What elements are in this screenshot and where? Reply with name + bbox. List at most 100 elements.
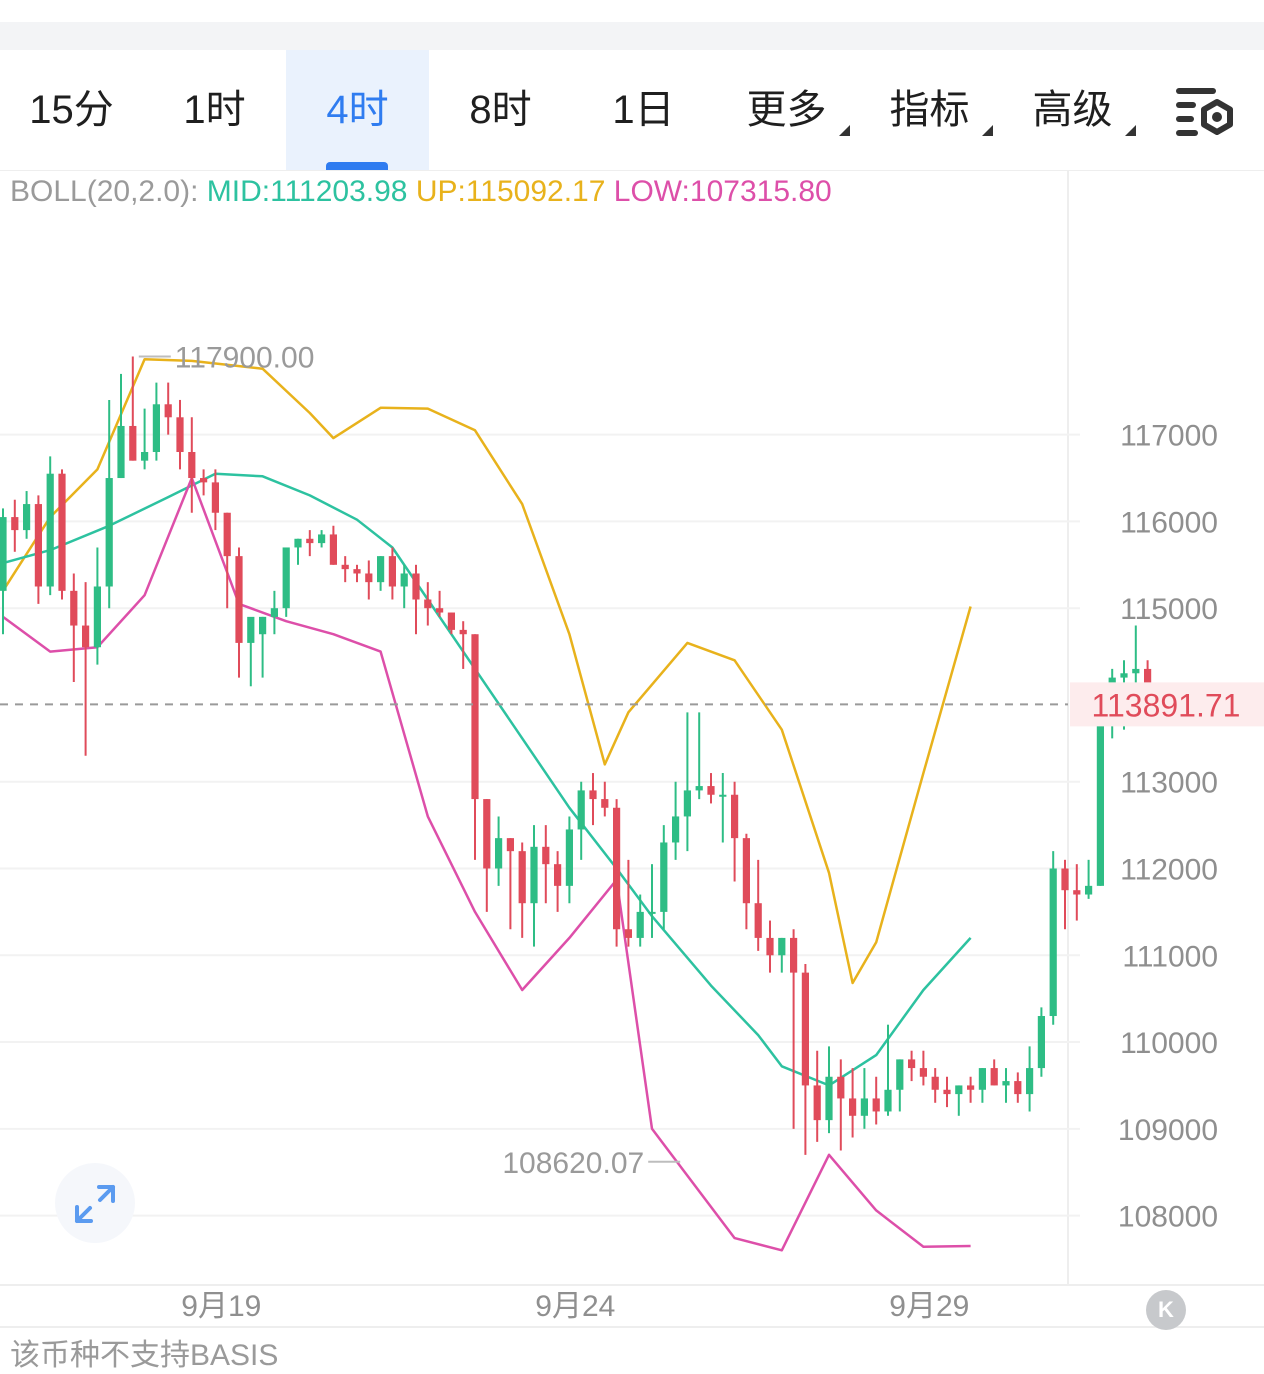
candle-body bbox=[1096, 712, 1104, 886]
y-tick-label: 110000 bbox=[1120, 1027, 1218, 1060]
candlestick-chart[interactable]: 117000 116000 115000 113000 112000 111000 1100… bbox=[0, 170, 1264, 1330]
candle-body bbox=[790, 937, 798, 973]
candle-body bbox=[990, 1068, 998, 1086]
boll-low-value: LOW:107315.80 bbox=[613, 175, 832, 208]
candle-body bbox=[601, 799, 609, 808]
tab-1d[interactable]: 1日 bbox=[572, 50, 715, 170]
candle-body bbox=[495, 838, 503, 869]
candle-body bbox=[518, 851, 526, 904]
tab-15m[interactable]: 15分 bbox=[0, 50, 143, 170]
candle-body bbox=[565, 829, 573, 886]
current-price-tag bbox=[1070, 682, 1264, 727]
candle-body bbox=[530, 846, 538, 904]
candle-body bbox=[731, 794, 739, 839]
low-marker-label: 108620.07 bbox=[502, 1147, 644, 1180]
candle-body bbox=[0, 517, 7, 591]
candle-body bbox=[919, 1068, 927, 1077]
candle-body bbox=[200, 478, 208, 483]
status-strip bbox=[0, 0, 1264, 22]
tab-label: 15分 bbox=[29, 88, 114, 132]
candle-body bbox=[424, 599, 432, 609]
candle-body bbox=[447, 612, 455, 630]
tab-4h[interactable]: 4时 bbox=[286, 50, 429, 170]
x-tick-label: 9月29 bbox=[889, 1290, 969, 1323]
candle-body bbox=[766, 937, 774, 956]
candle-body bbox=[471, 634, 479, 800]
candle-body bbox=[955, 1085, 963, 1095]
chart-settings-icon bbox=[1176, 88, 1233, 136]
tab-label: 更多 bbox=[746, 88, 827, 132]
candle-body bbox=[459, 629, 467, 635]
candle-body bbox=[23, 504, 31, 531]
candle-body bbox=[554, 864, 562, 886]
candle-body bbox=[613, 807, 621, 930]
y-tick-label: 117000 bbox=[1120, 420, 1218, 453]
tab-label: 1日 bbox=[612, 88, 675, 132]
candle-body bbox=[825, 1076, 833, 1121]
candle-body bbox=[660, 842, 668, 912]
candle-body bbox=[176, 417, 184, 453]
tab-1h[interactable]: 1时 bbox=[143, 50, 286, 170]
candle-body bbox=[365, 573, 373, 583]
candle-body bbox=[943, 1089, 951, 1095]
chart-settings-button[interactable] bbox=[1170, 82, 1240, 142]
candle-body bbox=[34, 504, 42, 587]
candle-body bbox=[1002, 1081, 1010, 1086]
candle-body bbox=[105, 478, 113, 587]
candle-body bbox=[1085, 885, 1093, 895]
boll-mid-value: MID:111203.98 bbox=[206, 175, 408, 208]
y-tick-label: 116000 bbox=[1120, 506, 1218, 539]
current-price-label: 113891.71 bbox=[1092, 687, 1241, 723]
k-button-label: K bbox=[1158, 1297, 1174, 1322]
tab-label: 高级 bbox=[1032, 88, 1113, 132]
candle-body bbox=[58, 473, 66, 591]
k-scroll-button[interactable]: K bbox=[1146, 1290, 1186, 1330]
candle-body bbox=[341, 564, 349, 570]
candle-body bbox=[648, 911, 656, 914]
tab-label: 指标 bbox=[889, 88, 970, 132]
candle-body bbox=[695, 786, 703, 791]
candle-body bbox=[813, 1085, 821, 1121]
candle-body bbox=[46, 473, 54, 587]
candle-body bbox=[978, 1068, 986, 1090]
boll-indicator-legend: BOLL(20,2.0): MID:111203.98 UP:115092.17… bbox=[10, 172, 832, 212]
y-tick-label: 108000 bbox=[1118, 1201, 1218, 1234]
candle-body bbox=[908, 1059, 916, 1069]
candle-body bbox=[683, 790, 691, 817]
candle-body bbox=[1049, 868, 1057, 1017]
tab-8h[interactable]: 8时 bbox=[429, 50, 572, 170]
timeframe-tabbar: 15分 1时 4时 8时 1日 更多 指标 高级 bbox=[0, 50, 1264, 171]
candle-body bbox=[754, 903, 762, 938]
candle-body bbox=[801, 972, 809, 1086]
fullscreen-button[interactable] bbox=[55, 1163, 135, 1243]
candle-body bbox=[377, 556, 385, 583]
candle-body bbox=[152, 404, 160, 453]
candle-body bbox=[306, 538, 314, 544]
candle-body bbox=[1014, 1081, 1022, 1095]
tab-advanced[interactable]: 高级 bbox=[1001, 50, 1144, 170]
candle-body bbox=[837, 1076, 845, 1099]
candle-body bbox=[483, 799, 491, 869]
y-tick-label: 109000 bbox=[1118, 1114, 1218, 1147]
tab-more[interactable]: 更多 bbox=[715, 50, 858, 170]
candle-body bbox=[400, 573, 408, 587]
dropdown-caret-icon bbox=[982, 125, 993, 136]
active-tab-indicator bbox=[326, 162, 388, 170]
candle-body bbox=[388, 556, 396, 587]
candle-body bbox=[247, 616, 255, 643]
candle-body bbox=[294, 538, 302, 548]
tab-indicators[interactable]: 指标 bbox=[858, 50, 1001, 170]
y-tick-label: 111000 bbox=[1122, 940, 1218, 973]
expand-icon bbox=[75, 1185, 115, 1223]
candle-body bbox=[270, 608, 278, 617]
y-tick-label: 112000 bbox=[1120, 854, 1218, 887]
candle-body bbox=[235, 556, 243, 643]
candle-body bbox=[849, 1098, 857, 1116]
candle-body bbox=[329, 534, 337, 565]
candle-body bbox=[742, 838, 750, 904]
boll-upper-line bbox=[1, 357, 972, 985]
candle-body bbox=[884, 1089, 892, 1112]
candle-body bbox=[70, 590, 78, 626]
candle-body bbox=[1061, 868, 1069, 891]
candle-body bbox=[1132, 668, 1140, 674]
